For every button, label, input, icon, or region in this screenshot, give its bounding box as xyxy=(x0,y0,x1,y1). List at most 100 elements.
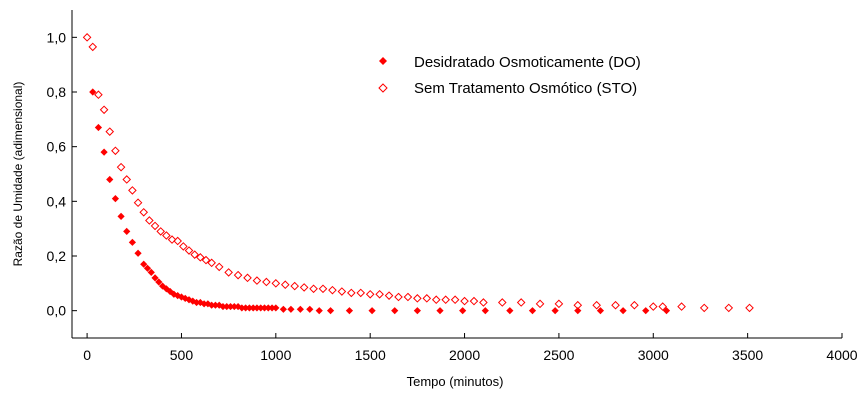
data-point-do xyxy=(100,148,108,156)
y-tick-label: 1,0 xyxy=(47,29,67,45)
legend-label-sto: Sem Tratamento Osmótico (STO) xyxy=(414,80,637,97)
data-point-sto xyxy=(309,284,318,294)
data-point-do xyxy=(238,304,246,312)
data-point-sto xyxy=(88,42,98,52)
data-point-sto xyxy=(356,288,366,298)
legend: Desidratado Osmoticamente (DO) Sem Trata… xyxy=(378,54,641,97)
data-point-sto xyxy=(243,273,252,283)
legend-marker-do xyxy=(379,57,387,65)
data-point-do xyxy=(134,249,142,257)
data-point-sto xyxy=(94,90,103,100)
data-point-sto xyxy=(394,292,403,302)
data-point-do xyxy=(596,307,605,315)
data-point-sto xyxy=(450,295,460,305)
y-tick-label: 0,8 xyxy=(47,84,67,100)
data-point-sto xyxy=(658,302,668,311)
data-point-do xyxy=(574,307,582,315)
data-point-sto xyxy=(554,299,564,309)
x-tick-label: 0 xyxy=(83,347,91,363)
legend-marker-sto xyxy=(378,83,388,93)
data-point-sto xyxy=(441,295,450,305)
data-point-do xyxy=(296,305,304,313)
data-point-sto xyxy=(535,299,545,309)
x-axis-ticks: 0 500 1000 1500 2000 2500 3000 3500 4000 xyxy=(83,333,858,363)
data-point-sto xyxy=(162,231,171,240)
data-point-do xyxy=(147,268,155,276)
y-tick-label: 0,0 xyxy=(47,303,67,319)
data-point-do xyxy=(192,298,201,307)
data-point-do xyxy=(189,297,197,305)
data-point-do xyxy=(551,307,559,315)
data-point-do xyxy=(162,285,170,293)
y-axis-ticks: 0,0 0,2 0,4 0,6 0,8 1,0 xyxy=(47,29,77,319)
data-point-do xyxy=(211,301,220,309)
x-tick-label: 2000 xyxy=(449,347,480,363)
data-point-sto xyxy=(179,242,188,251)
data-point-sto xyxy=(224,268,233,277)
data-point-sto xyxy=(573,300,583,310)
data-point-do xyxy=(151,274,159,282)
data-point-sto xyxy=(196,253,205,262)
data-point-sto xyxy=(422,294,432,303)
data-point-sto xyxy=(156,227,166,236)
data-point-sto xyxy=(699,303,709,313)
x-tick-label: 500 xyxy=(170,347,194,363)
data-point-sto xyxy=(648,302,658,311)
data-point-sto xyxy=(384,291,394,300)
data-point-sto xyxy=(201,255,211,265)
x-tick-label: 3500 xyxy=(732,347,763,363)
x-tick-label: 1000 xyxy=(260,347,291,363)
data-point-sto xyxy=(252,276,262,285)
data-point-sto xyxy=(460,296,469,306)
data-point-sto xyxy=(745,303,754,313)
data-point-sto xyxy=(403,292,413,302)
data-point-sto xyxy=(677,302,686,311)
data-point-sto xyxy=(111,146,120,156)
data-point-do xyxy=(481,307,489,315)
data-point-do xyxy=(117,212,125,220)
data-point-do xyxy=(174,292,182,300)
data-point-sto xyxy=(299,283,309,292)
data-point-sto xyxy=(233,270,243,280)
data-point-sto xyxy=(280,280,290,290)
legend-label-do: Desidratado Osmoticamente (DO) xyxy=(414,54,641,71)
data-point-do xyxy=(264,304,272,312)
data-point-do xyxy=(506,307,514,315)
data-point-sto xyxy=(82,33,92,42)
x-axis-title: Tempo (minutos) xyxy=(407,374,504,389)
data-point-sto xyxy=(99,105,109,115)
data-point-do xyxy=(279,305,287,313)
data-point-do xyxy=(662,307,671,315)
data-point-do xyxy=(287,305,295,313)
data-point-do xyxy=(242,304,250,312)
data-point-do xyxy=(208,301,216,309)
data-point-sto xyxy=(173,236,182,246)
data-point-sto xyxy=(128,186,137,195)
y-tick-label: 0,4 xyxy=(47,193,67,209)
data-point-do xyxy=(111,195,120,203)
data-point-sto xyxy=(516,298,526,307)
data-point-do xyxy=(143,264,152,272)
x-tick-label: 3000 xyxy=(638,347,669,363)
data-point-do xyxy=(245,304,254,312)
data-point-sto xyxy=(337,287,347,296)
y-axis-title: Razão de Umidade (adimensional) xyxy=(11,82,25,267)
data-point-do xyxy=(200,300,208,308)
data-point-do xyxy=(257,304,265,312)
data-point-sto xyxy=(150,221,160,231)
data-point-do xyxy=(642,307,650,315)
data-point-do xyxy=(413,307,421,315)
y-tick-label: 0,6 xyxy=(47,139,67,155)
data-point-do xyxy=(260,304,269,312)
data-point-do xyxy=(219,302,227,311)
x-tick-label: 4000 xyxy=(826,347,857,363)
data-point-do xyxy=(128,238,136,246)
data-point-do xyxy=(89,88,97,96)
data-point-sto xyxy=(271,279,281,288)
data-point-sto xyxy=(122,175,132,184)
data-point-sto xyxy=(630,300,639,310)
data-point-sto xyxy=(290,281,300,291)
data-point-sto xyxy=(611,300,620,310)
data-point-do xyxy=(306,305,314,313)
